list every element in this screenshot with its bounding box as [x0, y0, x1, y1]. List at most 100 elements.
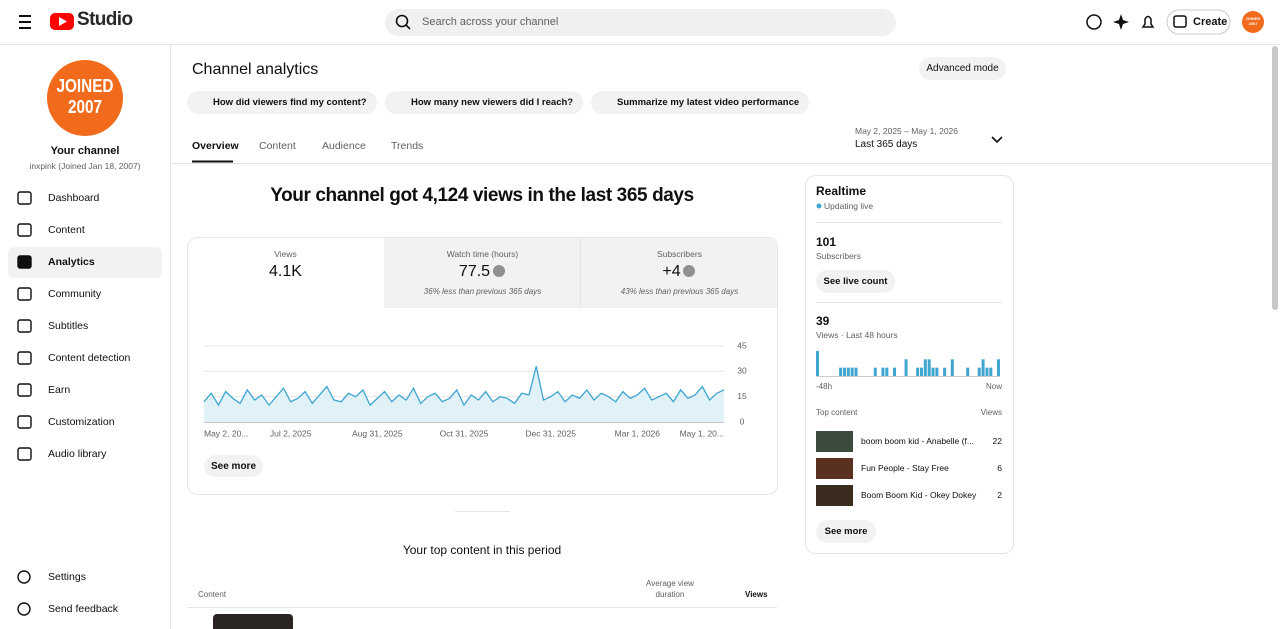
- see-more-button[interactable]: See more: [204, 455, 263, 477]
- bar: [850, 367, 854, 376]
- thumbnail[interactable]: [816, 458, 853, 479]
- realtime-title: Realtime: [816, 184, 867, 198]
- nav-icon: [17, 351, 32, 365]
- date-chevron[interactable]: [991, 136, 1003, 144]
- nav-icon: [17, 602, 31, 616]
- top-content-label: Top content: [816, 408, 858, 417]
- content-title[interactable]: boom boom kid - Anabelle (f...: [861, 436, 974, 446]
- tab[interactable]: Overview: [192, 140, 239, 152]
- nav-item[interactable]: Content: [48, 224, 85, 236]
- nav-item[interactable]: Send feedback: [48, 603, 119, 615]
- logo-text: Studio: [77, 9, 133, 30]
- logo-play: [59, 17, 67, 26]
- x-tick-label: Aug 31, 2025: [352, 428, 403, 438]
- x-tick-label: Mar 1, 2026: [615, 428, 661, 438]
- bell-icon[interactable]: [1141, 15, 1155, 28]
- x-tick-label: May 2, 20...: [204, 428, 248, 438]
- y-tick-label: 30: [737, 366, 747, 376]
- nav-item[interactable]: Analytics: [48, 256, 95, 268]
- create-label[interactable]: Create: [1193, 16, 1228, 28]
- channel-avatar-text: JOINED 2007: [53, 76, 118, 118]
- bar: [854, 367, 858, 376]
- nav-icon: [17, 287, 32, 301]
- menu-icon[interactable]: [19, 15, 31, 29]
- metric-value: 77.5: [458, 263, 491, 280]
- live-count-button[interactable]: See live count: [816, 270, 895, 293]
- bar: [881, 367, 885, 376]
- views-label: Views · Last 48 hours: [816, 330, 898, 340]
- nav-item[interactable]: Content detection: [48, 352, 131, 364]
- column-header: Views: [745, 590, 768, 599]
- x-tick-label: -48h: [816, 382, 832, 391]
- see-more-button[interactable]: See more: [816, 520, 876, 543]
- bar: [839, 367, 843, 376]
- chip[interactable]: Summarize my latest video performance: [591, 91, 810, 114]
- scrollbar[interactable]: [1272, 46, 1278, 310]
- account-avatar[interactable]: [1242, 11, 1264, 33]
- search-box[interactable]: [385, 9, 896, 36]
- bar: [989, 367, 993, 376]
- nav-icon: [17, 255, 32, 269]
- nav-item[interactable]: Earn: [48, 384, 71, 396]
- bar: [846, 367, 850, 376]
- date-range[interactable]: May 2, 2025 – May 1, 2026: [855, 126, 959, 136]
- avatar-line: JOINED: [1245, 16, 1261, 21]
- nav-item[interactable]: Dashboard: [48, 192, 100, 204]
- metric-label: Views: [274, 249, 297, 259]
- bar: [885, 367, 889, 376]
- chip[interactable]: How did viewers find my content?: [187, 91, 377, 114]
- bar: [966, 367, 970, 376]
- nav-item[interactable]: Community: [48, 288, 102, 300]
- tab[interactable]: Audience: [322, 140, 366, 152]
- view-count: 39: [816, 314, 830, 328]
- thumbnail[interactable]: [213, 614, 293, 629]
- x-tick-label: Oct 31, 2025: [440, 428, 489, 438]
- content-views: 2: [997, 490, 1002, 500]
- ai-icon[interactable]: [1113, 14, 1129, 30]
- bar: [981, 359, 985, 376]
- x-tick-label: May 1, 20...: [680, 428, 724, 438]
- views-column: Views: [980, 408, 1002, 417]
- thumbnail[interactable]: [816, 431, 853, 452]
- channel-subtitle: inxpink (Joined Jan 18, 2007): [29, 161, 141, 171]
- channel-title: Your channel: [50, 145, 120, 157]
- overview-card: [187, 237, 778, 495]
- nav-icon: [17, 415, 32, 429]
- top-bar: [0, 0, 1280, 45]
- search-placeholder: Search across your channel: [422, 16, 559, 28]
- content-views: 22: [992, 436, 1002, 446]
- tab[interactable]: Content: [259, 140, 296, 152]
- bar: [927, 359, 931, 376]
- content-title[interactable]: Fun People - Stay Free: [861, 463, 949, 473]
- column-header: Content: [198, 590, 227, 599]
- avatar-line: 2007: [1248, 21, 1258, 26]
- content-title[interactable]: Boom Boom Kid - Okey Dokey: [861, 490, 977, 500]
- headline: Your channel got 4,124 views in the last…: [270, 185, 694, 206]
- nav-icon: [17, 570, 31, 584]
- advanced-mode-button[interactable]: Advanced mode: [919, 57, 1006, 80]
- nav-item[interactable]: Customization: [48, 416, 115, 428]
- y-tick-label: 15: [737, 391, 747, 401]
- line: [203, 366, 725, 407]
- period[interactable]: Last 365 days: [855, 139, 918, 150]
- y-tick-label: 45: [737, 340, 747, 350]
- nav-item[interactable]: Audio library: [48, 448, 107, 460]
- bar: [919, 367, 923, 376]
- chip[interactable]: How many new viewers did I reach?: [385, 91, 584, 114]
- nav-icon: [17, 447, 32, 461]
- channel-avatar: [47, 60, 123, 136]
- account-avatar-text: JOINED 2007: [1244, 16, 1262, 26]
- thumbnail[interactable]: [816, 485, 853, 506]
- nav-item[interactable]: Settings: [48, 571, 86, 583]
- metric-value: 4.1K: [269, 263, 302, 280]
- nav-item[interactable]: Subtitles: [48, 320, 89, 332]
- help-icon[interactable]: [1086, 14, 1102, 30]
- tab[interactable]: Trends: [391, 140, 424, 152]
- subscriber-label: Subscribers: [816, 251, 861, 261]
- bar: [977, 367, 981, 376]
- metric-value: +4: [662, 263, 681, 280]
- content-views: 6: [997, 463, 1002, 473]
- bar: [893, 367, 897, 376]
- bar: [916, 367, 920, 376]
